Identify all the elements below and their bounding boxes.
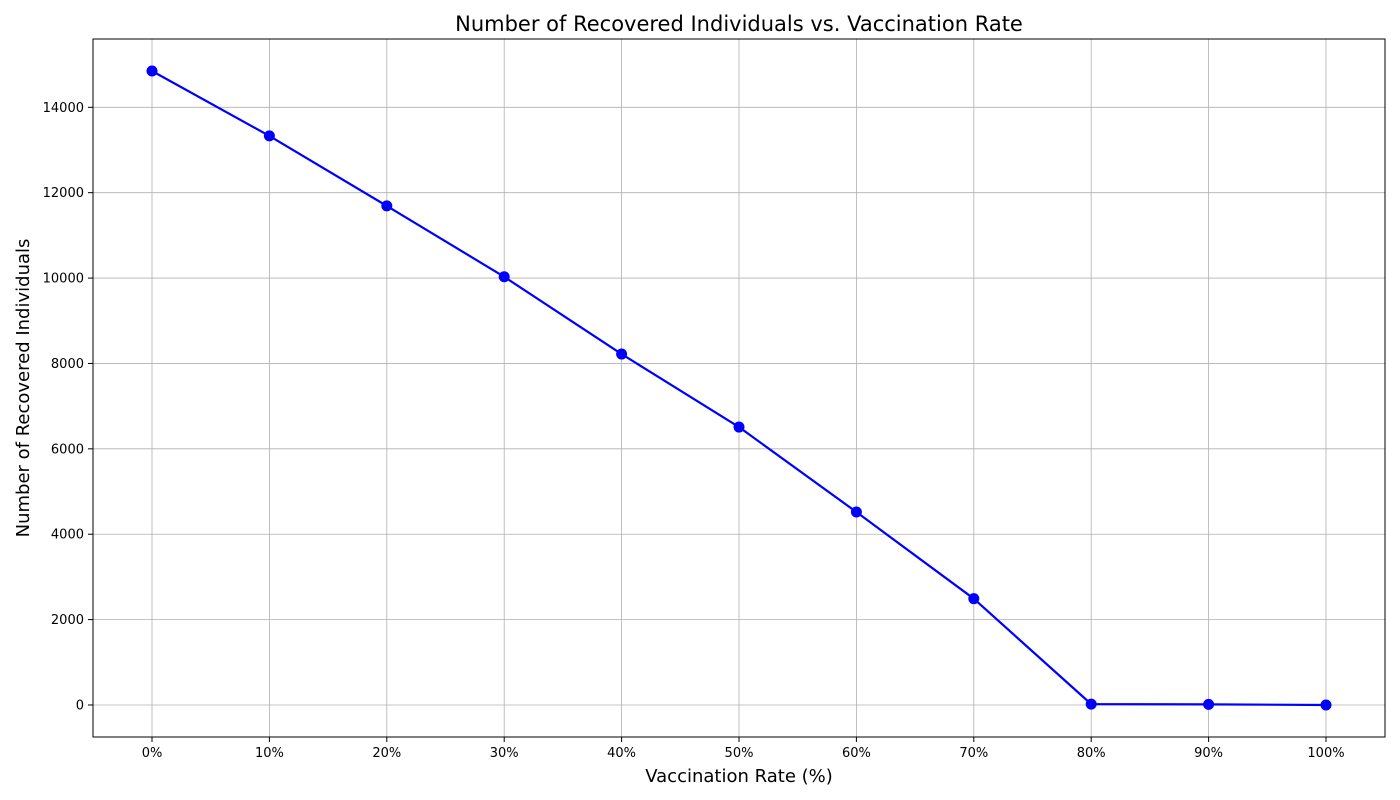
y-tick-label: 8000 — [51, 357, 84, 372]
x-tick-label: 20% — [372, 746, 401, 761]
x-tick-label: 80% — [1077, 746, 1106, 761]
y-tick-label: 4000 — [51, 528, 84, 543]
grid — [93, 39, 1385, 737]
y-tick-label: 14000 — [43, 101, 84, 116]
x-tick-label: 30% — [490, 746, 519, 761]
data-point — [733, 421, 745, 433]
data-point — [1320, 699, 1332, 711]
y-tick-label: 2000 — [51, 613, 84, 628]
x-tick-label: 100% — [1307, 746, 1344, 761]
x-tick-label: 70% — [959, 746, 988, 761]
y-axis-label: Number of Recovered Individuals — [13, 239, 34, 538]
chart-title: Number of Recovered Individuals vs. Vacc… — [455, 12, 1023, 36]
x-tick-label: 40% — [607, 746, 636, 761]
x-tick-label: 0% — [142, 746, 163, 761]
x-axis-ticks: 0% 10% 20% 30% 40% 50% 60% 70% 80% 90% 100% — [142, 737, 1345, 761]
data-point — [968, 593, 980, 605]
x-tick-label: 50% — [725, 746, 754, 761]
x-tick-label: 90% — [1194, 746, 1223, 761]
data-point — [498, 271, 510, 283]
y-tick-label: 6000 — [51, 442, 84, 457]
x-tick-label: 10% — [255, 746, 284, 761]
data-point — [1203, 698, 1215, 710]
y-tick-label: 12000 — [43, 186, 84, 201]
data-point — [381, 200, 393, 212]
series-layer — [146, 65, 1332, 711]
y-axis-ticks: 0 2000 4000 6000 8000 10000 12000 14000 — [43, 101, 93, 713]
data-point — [263, 130, 275, 142]
y-tick-label: 10000 — [43, 272, 84, 287]
y-tick-label: 0 — [76, 698, 84, 713]
data-point — [850, 506, 862, 518]
data-point — [1085, 698, 1097, 710]
data-point — [146, 65, 158, 77]
data-point — [616, 348, 628, 360]
x-tick-label: 60% — [842, 746, 871, 761]
x-axis-label: Vaccination Rate (%) — [645, 766, 833, 787]
